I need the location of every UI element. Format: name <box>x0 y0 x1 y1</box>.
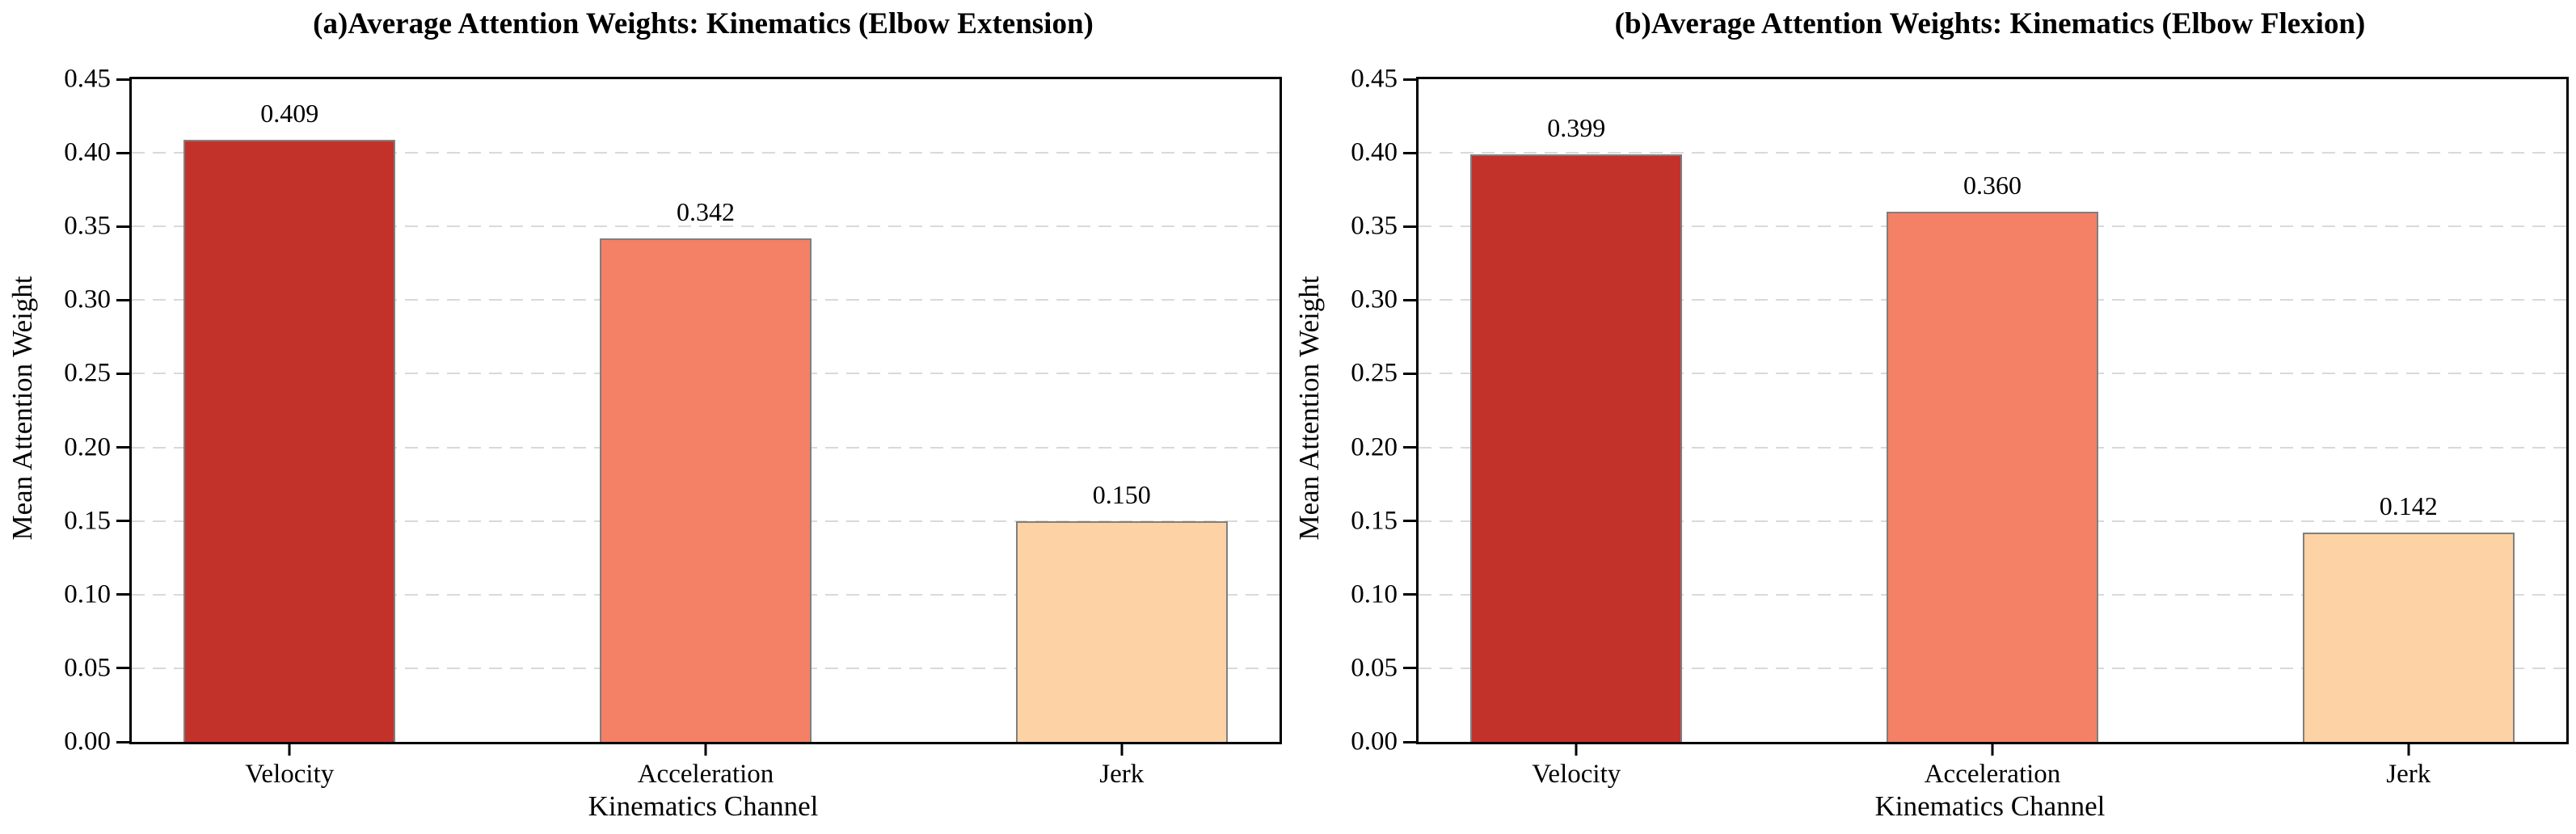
x-tick-label-jerk: Jerk <box>2386 760 2431 789</box>
y-tick-label: 0.45 <box>64 64 111 94</box>
y-tick-mark <box>1403 225 1416 228</box>
x-tick-label-acceleration: Acceleration <box>1924 760 2061 789</box>
y-tick-label: 0.10 <box>1351 579 1398 609</box>
gridline <box>132 152 1280 154</box>
y-tick-label: 0.05 <box>1351 653 1398 683</box>
y-tick-mark <box>1403 78 1416 81</box>
y-tick-label: 0.30 <box>64 284 111 314</box>
y-tick-mark <box>116 667 129 670</box>
y-tick-mark <box>116 298 129 301</box>
panel-a-x-axis-label: Kinematics Channel <box>588 790 819 822</box>
panel-elbow-extension: (a)Average Attention Weights: Kinematics… <box>6 7 1282 822</box>
panel-a-plot-area: 0.00 0.05 0.10 0.15 0.20 0.25 0.30 0.35 0.40 0.45… <box>64 65 1282 789</box>
panel-b-plot-area: 0.00 0.05 0.10 0.15 0.20 0.25 0.30 0.35 0.40 0.45… <box>1351 65 2569 789</box>
x-tick-label-velocity: Velocity <box>245 760 335 789</box>
bar-value-label: 0.342 <box>677 196 735 226</box>
y-tick-label: 0.15 <box>64 506 111 536</box>
y-tick-label: 0.20 <box>1351 432 1398 462</box>
y-tick-mark <box>1403 372 1416 375</box>
y-tick-mark <box>116 520 129 523</box>
y-tick-mark <box>116 225 129 228</box>
y-tick-mark <box>116 151 129 154</box>
x-tick-label-jerk: Jerk <box>1099 760 1145 789</box>
y-tick-label: 0.20 <box>64 432 111 462</box>
bar-value-label: 0.150 <box>1092 479 1151 509</box>
gridline <box>132 225 1280 228</box>
y-tick-label: 0.30 <box>1351 284 1398 314</box>
panel-a-title: (a)Average Attention Weights: Kinematics… <box>313 7 1094 40</box>
y-tick-label: 0.25 <box>64 358 111 388</box>
bar-velocity <box>1470 154 1683 742</box>
panel-b-title: (b)Average Attention Weights: Kinematics… <box>1614 7 2366 40</box>
x-tick-mark <box>288 744 291 756</box>
y-tick-mark <box>116 593 129 596</box>
panel-elbow-flexion: (b)Average Attention Weights: Kinematics… <box>1287 0 2576 834</box>
y-tick-mark <box>1403 740 1416 743</box>
panel-b-x-axis-label: Kinematics Channel <box>1874 790 2106 822</box>
y-tick-mark <box>116 740 129 743</box>
y-tick-label: 0.35 <box>1351 211 1398 241</box>
y-tick-mark <box>1403 520 1416 523</box>
y-tick-label: 0.25 <box>1351 358 1398 388</box>
y-tick-label: 0.35 <box>64 211 111 241</box>
bar-velocity <box>183 139 396 742</box>
x-tick-mark <box>1120 744 1124 756</box>
y-tick-label: 0.40 <box>1351 137 1398 167</box>
panel-b-y-axis-label: Mean Attention Weight <box>1293 276 1325 541</box>
y-tick-mark <box>1403 151 1416 154</box>
y-tick-label: 0.40 <box>64 137 111 167</box>
y-tick-label: 0.00 <box>64 727 111 756</box>
panel-a-y-axis-label: Mean Attention Weight <box>6 276 38 541</box>
x-tick-mark <box>2407 744 2410 756</box>
bar-jerk <box>2302 533 2515 742</box>
bar-value-label: 0.142 <box>2379 491 2438 521</box>
bar-value-label: 0.399 <box>1547 112 1606 142</box>
bar-acceleration <box>600 238 812 742</box>
y-tick-mark <box>1403 667 1416 670</box>
bar-value-label: 0.409 <box>260 98 319 128</box>
x-tick-mark <box>704 744 707 756</box>
y-tick-label: 0.45 <box>1351 64 1398 94</box>
y-tick-label: 0.10 <box>64 579 111 609</box>
y-tick-mark <box>1403 593 1416 596</box>
x-tick-label-velocity: Velocity <box>1532 760 1621 789</box>
y-tick-label: 0.15 <box>1351 506 1398 536</box>
x-tick-mark <box>1575 744 1578 756</box>
gridline <box>1419 152 2566 154</box>
y-tick-mark <box>1403 446 1416 449</box>
y-tick-mark <box>116 78 129 81</box>
bar-value-label: 0.360 <box>1963 171 2022 200</box>
x-tick-mark <box>1991 744 1994 756</box>
y-tick-mark <box>1403 298 1416 301</box>
y-tick-label: 0.00 <box>1351 727 1398 756</box>
y-tick-mark <box>116 372 129 375</box>
y-tick-mark <box>116 446 129 449</box>
x-tick-label-acceleration: Acceleration <box>637 760 774 789</box>
y-tick-label: 0.05 <box>64 653 111 683</box>
bar-acceleration <box>1887 212 2098 742</box>
bar-jerk <box>1015 520 1228 742</box>
